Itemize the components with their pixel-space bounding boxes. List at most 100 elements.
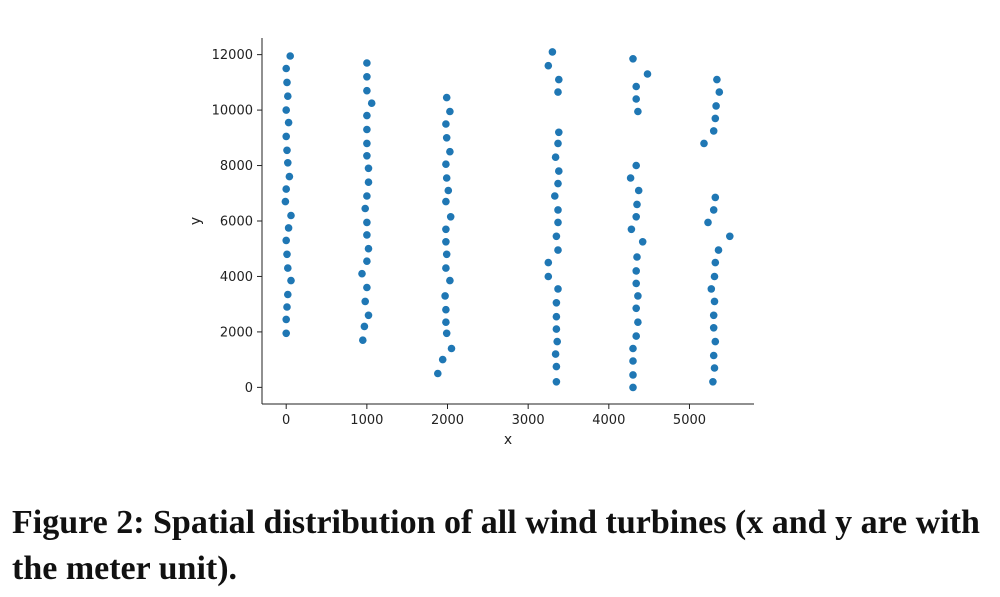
data-point (442, 329, 451, 338)
data-point (446, 107, 454, 116)
data-point (441, 292, 449, 300)
data-point (700, 139, 708, 148)
data-point (442, 134, 451, 142)
data-point (714, 246, 723, 254)
data-point (709, 378, 717, 386)
data-point (281, 197, 290, 206)
data-point (442, 93, 451, 102)
data-point (446, 213, 455, 221)
y-tick-label: 6000 (220, 215, 253, 230)
data-point (551, 153, 560, 161)
data-point (632, 304, 640, 313)
data-point (284, 264, 292, 272)
data-point (442, 225, 450, 234)
data-point (554, 88, 562, 96)
data-point (364, 244, 373, 253)
data-point (363, 257, 371, 266)
y-axis-label: y (188, 217, 204, 225)
data-point (632, 279, 640, 288)
data-point (442, 250, 451, 259)
x-tick-label: 0 (282, 413, 290, 428)
data-point (554, 139, 562, 148)
data-point (634, 107, 642, 116)
data-point (711, 114, 720, 123)
data-point (552, 362, 561, 371)
data-point (626, 174, 635, 182)
x-tick-label: 4000 (592, 413, 625, 428)
data-point (282, 64, 291, 73)
data-point (629, 383, 637, 392)
y-tick-label: 8000 (220, 159, 253, 174)
data-point (710, 364, 719, 372)
data-point (629, 371, 637, 379)
data-point (446, 147, 454, 156)
data-point (442, 318, 450, 327)
data-point (633, 200, 641, 209)
data-point (442, 160, 450, 168)
data-point (632, 213, 640, 221)
data-point (552, 299, 561, 307)
data-point (287, 276, 295, 285)
x-axis-label: x (504, 432, 512, 448)
data-point (548, 48, 557, 56)
data-point (552, 312, 561, 321)
data-point (361, 204, 370, 213)
data-point (363, 59, 371, 67)
data-point (283, 303, 291, 311)
data-point (358, 269, 366, 278)
data-point (704, 218, 712, 227)
data-point (638, 238, 647, 246)
data-point (282, 315, 291, 324)
data-point (632, 82, 640, 91)
data-point (634, 186, 643, 195)
data-point (554, 285, 562, 293)
data-point (709, 311, 718, 320)
data-point (284, 118, 293, 127)
data-point (552, 232, 561, 241)
data-point (634, 292, 642, 300)
data-point (634, 318, 642, 327)
data-point (447, 344, 456, 353)
data-point (363, 231, 371, 239)
data-point (632, 95, 640, 103)
data-point (709, 127, 718, 135)
data-point (632, 267, 640, 275)
data-point (283, 146, 291, 155)
data-point (444, 186, 453, 195)
data-point (629, 357, 637, 365)
data-point (627, 225, 636, 234)
data-point (709, 351, 718, 360)
data-points (281, 48, 734, 392)
data-point (555, 128, 563, 137)
data-point (707, 285, 716, 293)
data-point (712, 102, 720, 110)
y-tick-label: 12000 (212, 48, 253, 63)
data-point (632, 332, 640, 340)
data-point (442, 305, 450, 314)
data-point (544, 61, 553, 70)
data-point (364, 311, 373, 320)
data-point (363, 125, 371, 134)
data-point (282, 236, 291, 245)
data-point (446, 276, 454, 285)
x-tick-label: 2000 (431, 413, 464, 428)
data-point (286, 52, 295, 60)
data-point (554, 218, 562, 227)
y-tick-label: 0 (245, 381, 253, 396)
data-point (442, 264, 450, 272)
data-point (711, 193, 720, 202)
data-point (555, 75, 563, 84)
data-point (553, 337, 561, 346)
x-tick-label: 3000 (512, 413, 545, 428)
data-point (554, 246, 562, 254)
data-point (552, 378, 561, 386)
data-point (442, 197, 450, 206)
data-point (552, 325, 561, 333)
data-point (711, 337, 720, 346)
data-point (544, 258, 553, 267)
data-point (544, 272, 553, 281)
y-tick-label: 10000 (212, 104, 253, 119)
data-point (363, 152, 371, 160)
data-point (632, 161, 640, 170)
data-point (442, 120, 450, 128)
